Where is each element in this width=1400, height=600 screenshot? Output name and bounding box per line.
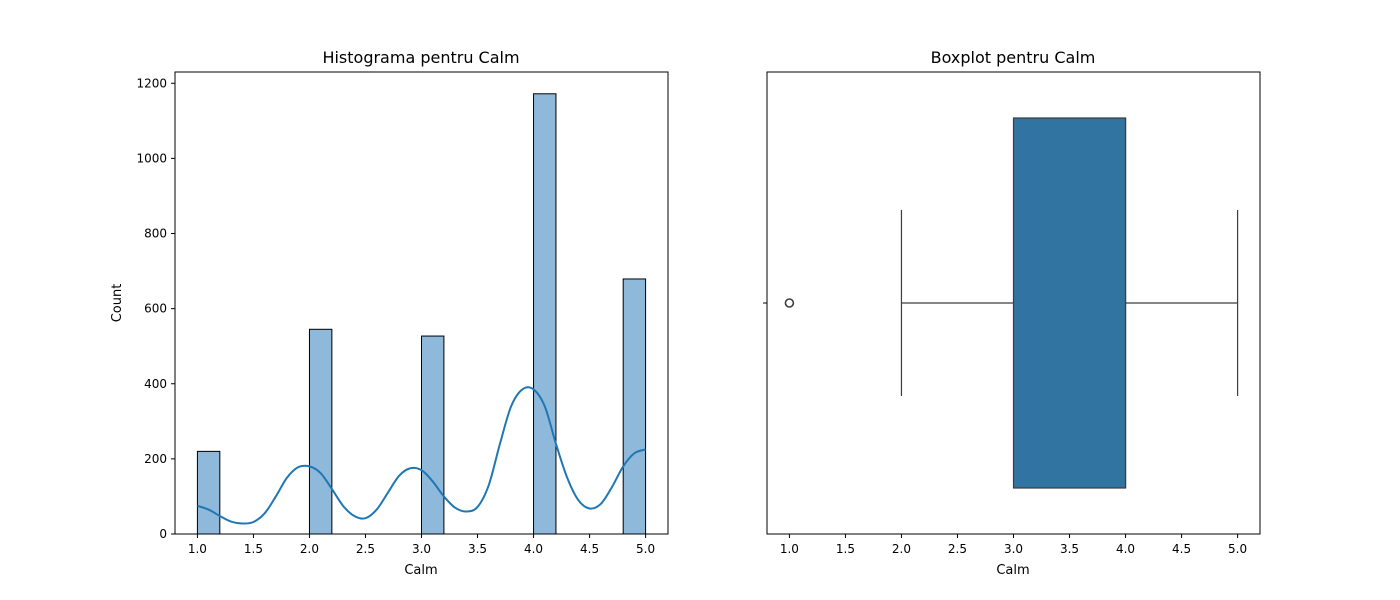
boxplot-x-tick-label: 2.0	[892, 542, 911, 556]
boxplot-shapes	[784, 117, 1239, 489]
histogram-y-tick-label: 800	[144, 227, 167, 241]
boxplot-x-tick-label: 5.0	[1228, 542, 1247, 556]
histogram-y-tick-label: 1200	[136, 76, 167, 90]
boxplot-title: Boxplot pentru Calm	[931, 48, 1096, 67]
histogram-bar	[196, 450, 221, 535]
histogram-panel: Histograma pentru Calm 1.0 1.5 2.0 2.5 3.0 3.…	[110, 48, 669, 578]
histogram-y-tick-label: 200	[144, 452, 167, 466]
histogram-y-tick-label: 0	[159, 527, 167, 541]
histogram-bars	[196, 93, 647, 535]
histogram-x-tick-label: 2.0	[300, 542, 319, 556]
histogram-x-axis-label: Calm	[404, 563, 437, 578]
boxplot-x-tick-label: 4.0	[1116, 542, 1135, 556]
histogram-title: Histograma pentru Calm	[322, 48, 519, 67]
histogram-bar	[622, 278, 647, 535]
histogram-x-tick-label: 3.5	[468, 542, 487, 556]
histogram-bar	[533, 93, 557, 535]
boxplot-x-tick-label: 1.0	[780, 542, 799, 556]
histogram-x-tick-label: 4.5	[580, 542, 599, 556]
boxplot-panel: Boxplot pentru Calm 1.0 1.5 2.0 2.5 3.0 3.5 4.…	[763, 48, 1261, 578]
histogram-x-tick-label: 3.0	[412, 542, 431, 556]
histogram-bar	[308, 328, 333, 535]
histogram-y-tick-label: 600	[144, 302, 167, 316]
outlier-point	[784, 298, 795, 308]
boxplot-x-ticks: 1.0 1.5 2.0 2.5 3.0 3.5 4.0 4.5 5.0	[780, 534, 1247, 556]
histogram-x-tick-label: 1.0	[188, 542, 207, 556]
histogram-x-tick-label: 4.0	[524, 542, 543, 556]
histogram-x-tick-label: 2.5	[356, 542, 375, 556]
kde-curve	[197, 386, 646, 525]
boxplot-x-tick-label: 4.5	[1172, 542, 1191, 556]
histogram-bar	[421, 335, 445, 535]
boxplot-x-tick-label: 1.5	[836, 542, 855, 556]
histogram-y-tick-label: 400	[144, 377, 167, 391]
histogram-x-ticks: 1.0 1.5 2.0 2.5 3.0 3.5 4.0 4.5 5.0	[188, 534, 655, 556]
histogram-x-tick-label: 1.5	[244, 542, 263, 556]
boxplot-x-axis-label: Calm	[996, 563, 1029, 578]
histogram-y-ticks: 0 200 400 600 800 1000 1200	[136, 76, 175, 541]
boxplot-x-tick-label: 3.0	[1004, 542, 1023, 556]
boxplot-x-tick-label: 3.5	[1060, 542, 1079, 556]
histogram-y-tick-label: 1000	[136, 151, 167, 165]
histogram-y-axis-label: Count	[110, 284, 125, 323]
interquartile-box	[1012, 117, 1127, 489]
histogram-x-tick-label: 5.0	[636, 542, 655, 556]
boxplot-x-tick-label: 2.5	[948, 542, 967, 556]
